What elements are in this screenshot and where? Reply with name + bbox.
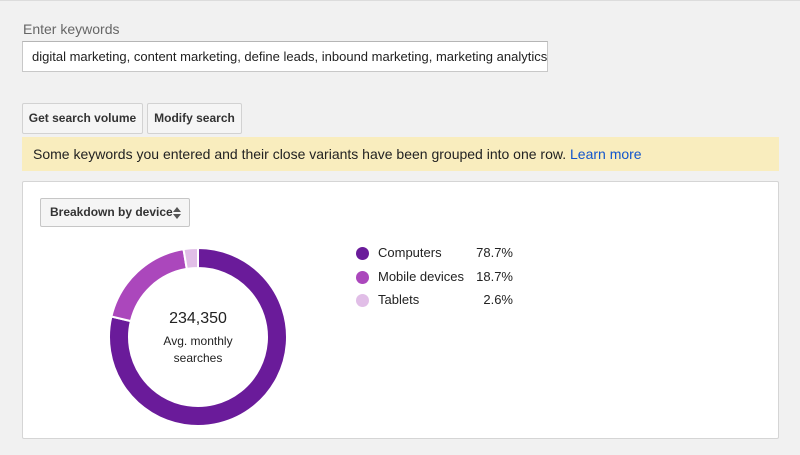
top-divider [0, 0, 800, 1]
total-searches-value: 234,350 [169, 310, 227, 327]
legend-item-tablets: Tablets 2.6% [356, 291, 536, 315]
total-searches-label: Avg. monthly searches [163, 334, 233, 365]
keywords-input[interactable]: digital marketing, content marketing, de… [22, 41, 548, 72]
donut-slice-computers [108, 247, 288, 427]
chart-legend: Computers 78.7% Mobile devices 18.7% Tablets… [356, 244, 536, 315]
legend-swatch-tablets [356, 294, 369, 307]
notice-text: Some keywords you entered and their clos… [33, 146, 567, 162]
legend-value-computers: 78.7% [476, 245, 513, 260]
keywords-label: Enter keywords [23, 21, 120, 37]
legend-item-mobile-devices: Mobile devices 18.7% [356, 268, 536, 292]
legend-value-tablets: 2.6% [483, 292, 513, 307]
legend-swatch-computers [356, 247, 369, 260]
legend-label-tablets: Tablets [378, 292, 420, 307]
donut-slice-tablets [182, 247, 199, 271]
get-search-volume-button[interactable]: Get search volume [22, 103, 143, 134]
device-donut-chart [108, 247, 288, 427]
legend-value-mobile-devices: 18.7% [476, 268, 513, 284]
modify-search-button[interactable]: Modify search [147, 103, 242, 134]
device-breakdown-panel: Breakdown by device 234,350 Avg. monthly… [22, 181, 779, 439]
legend-label-computers: Computers [378, 245, 442, 260]
sort-arrows-icon [173, 207, 181, 219]
legend-label-mobile-devices: Mobile devices [378, 268, 464, 284]
learn-more-link[interactable]: Learn more [570, 146, 642, 162]
legend-item-computers: Computers 78.7% [356, 244, 536, 268]
breakdown-dropdown[interactable]: Breakdown by device [40, 198, 190, 227]
grouping-notice: Some keywords you entered and their clos… [22, 137, 779, 171]
breakdown-dropdown-label: Breakdown by device [50, 205, 173, 219]
legend-swatch-mobile-devices [356, 270, 369, 284]
